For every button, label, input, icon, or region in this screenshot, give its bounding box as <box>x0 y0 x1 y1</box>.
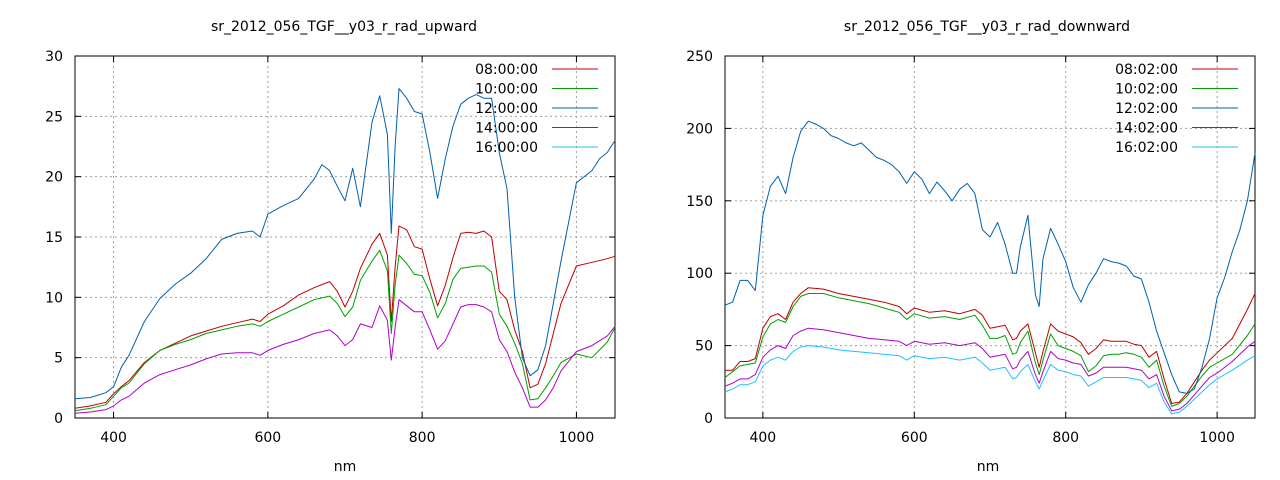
legend-label: 10:00:00 <box>475 82 538 98</box>
legend-label: 16:02:00 <box>1115 140 1178 156</box>
legend-label: 08:00:00 <box>475 62 538 78</box>
legend: 08:00:00 10:00:00 12:00:00 14:00:00 16:00:00 <box>475 62 598 156</box>
x-tick-label: 600 <box>901 430 928 446</box>
series-lines <box>724 120 1256 415</box>
legend-label: 14:02:00 <box>1115 121 1178 137</box>
series-line <box>74 225 616 409</box>
y-tick-label: 50 <box>695 339 713 355</box>
series-line <box>725 287 1256 404</box>
y-tick-label: 20 <box>45 170 63 186</box>
x-axis-label: nm <box>977 459 1000 475</box>
x-tick-label: 800 <box>409 430 436 446</box>
series-line <box>74 249 616 412</box>
y-tick-label: 150 <box>686 194 713 210</box>
legend-label: 08:02:00 <box>1115 62 1178 78</box>
chart-title: sr_2012_056_TGF__y03_r_rad_downward <box>844 19 1130 35</box>
series-line <box>74 299 616 414</box>
y-tick-label: 0 <box>54 411 63 427</box>
series-line <box>724 327 1256 412</box>
chart-downward: sr_2012_056_TGF__y03_r_rad_downward 400 6… <box>686 19 1256 475</box>
axis-ticks: 400 600 800 1000 0 50 100 150 200 250 <box>686 49 1255 446</box>
legend-label: 16:00:00 <box>475 140 538 156</box>
x-tick-label: 400 <box>100 430 127 446</box>
legend-label: 10:02:00 <box>1115 82 1178 98</box>
series-line <box>724 293 1256 407</box>
x-tick-label: 400 <box>749 430 776 446</box>
legend-label: 12:02:00 <box>1115 101 1178 117</box>
axis-ticks: 400 600 800 1000 0 5 10 15 20 25 30 <box>45 49 615 446</box>
y-tick-label: 15 <box>45 230 63 246</box>
y-tick-label: 200 <box>686 121 713 137</box>
chart-upward: sr_2012_056_TGF__y03_r_rad_upward 400 600… <box>45 19 616 475</box>
y-tick-label: 25 <box>45 109 63 125</box>
x-tick-label: 1000 <box>1199 430 1235 446</box>
y-tick-label: 30 <box>45 49 63 65</box>
chart-title: sr_2012_056_TGF__y03_r_rad_upward <box>211 19 477 35</box>
y-tick-label: 5 <box>54 351 63 367</box>
x-axis-label: nm <box>334 459 357 475</box>
legend-label: 14:00:00 <box>475 121 538 137</box>
x-tick-label: 1000 <box>559 430 595 446</box>
series-line <box>724 345 1256 415</box>
y-tick-label: 0 <box>704 411 713 427</box>
series-line <box>724 120 1256 394</box>
x-tick-label: 800 <box>1052 430 1079 446</box>
grid <box>725 56 1255 418</box>
legend: 08:02:00 10:02:00 12:02:00 14:02:00 16:02:00 <box>1115 62 1238 156</box>
y-tick-label: 250 <box>686 49 713 65</box>
y-tick-label: 10 <box>45 290 63 306</box>
series-line <box>74 88 616 400</box>
plot-frame <box>724 55 1256 419</box>
x-tick-label: 600 <box>254 430 281 446</box>
legend-label: 12:00:00 <box>475 101 538 117</box>
y-tick-label: 100 <box>686 266 713 282</box>
series-lines <box>74 88 616 414</box>
